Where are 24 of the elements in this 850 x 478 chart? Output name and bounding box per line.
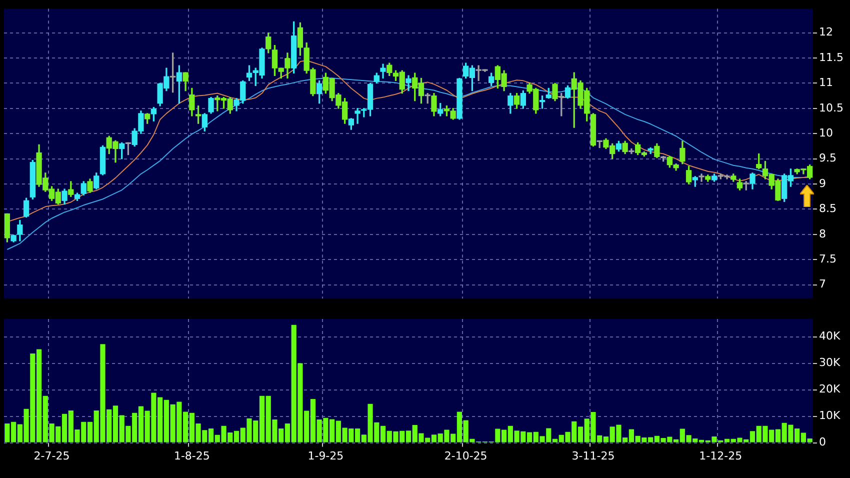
x-tick-label: 1-12-25 — [699, 449, 742, 462]
candlestick — [698, 174, 704, 182]
y-tick-label: 10K — [819, 409, 841, 422]
y-tick-label: 11 — [819, 76, 833, 90]
y-tick-label: 10 — [819, 126, 833, 140]
y-tick-label: 20K — [819, 382, 841, 396]
y-tick-label: 7 — [819, 278, 826, 291]
x-tick-label: 3-11-25 — [572, 449, 615, 462]
y-tick-label: 30K — [819, 356, 841, 370]
x-tick-label: 2-7-25 — [34, 449, 70, 462]
x-tick-label: 2-10-25 — [444, 449, 488, 462]
y-tick-label: 9.5 — [819, 152, 836, 165]
y-tick-label: 12 — [819, 26, 833, 39]
y-tick-label: 0 — [819, 436, 826, 449]
candlestick — [354, 108, 360, 124]
y-tick-label: 10.5 — [819, 101, 844, 114]
x-tick-label: 1-9-25 — [308, 449, 344, 462]
y-tick-label: 9 — [819, 176, 826, 190]
y-tick-label: 8 — [819, 227, 826, 240]
x-tick-label: 1-8-25 — [174, 449, 210, 462]
y-tick-label: 7.5 — [819, 252, 836, 266]
y-tick-label: 11.5 — [819, 50, 844, 64]
y-tick-label: 40K — [819, 330, 841, 343]
y-tick-label: 8.5 — [819, 202, 836, 216]
